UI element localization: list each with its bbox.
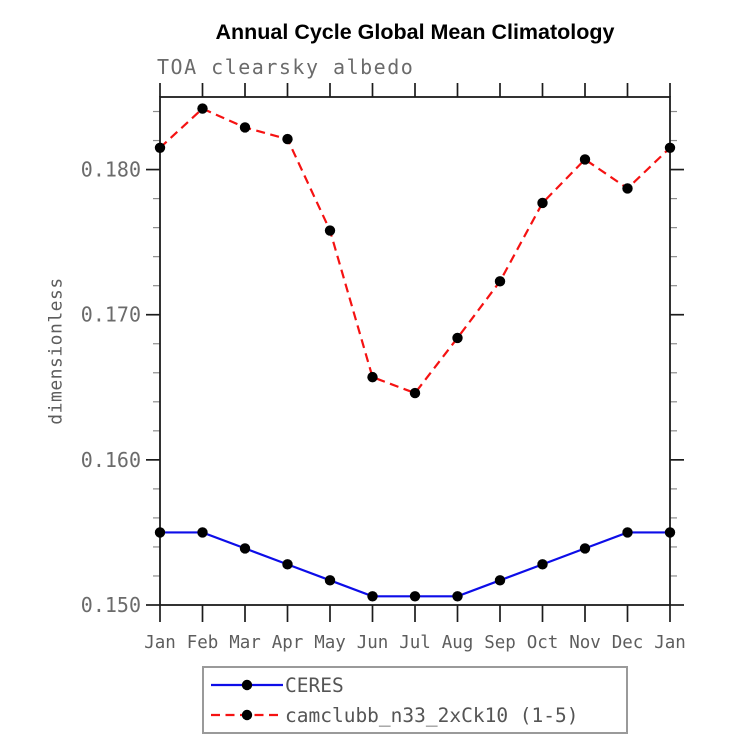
data-point-marker [282, 133, 293, 145]
data-point-marker [579, 543, 591, 554]
data-point-marker [494, 575, 506, 586]
x-tick-label: Jul [399, 633, 431, 653]
data-point-marker [324, 575, 336, 586]
data-point-marker [664, 142, 676, 153]
legend-swatch-ceres [211, 679, 283, 691]
data-point-marker [154, 527, 166, 538]
data-point-marker [324, 225, 336, 236]
x-tick-label: Apr [272, 633, 304, 653]
series-line-model [159, 107, 671, 395]
y-tick-label: 0.170 [81, 303, 141, 327]
data-point-marker [197, 527, 208, 538]
data-point-marker [622, 183, 633, 194]
x-tick-label: May [314, 633, 346, 653]
legend-item: camclubb_n33_2xCk10 (1-5) [209, 702, 626, 728]
data-point-marker [622, 527, 633, 538]
legend-label: CERES [285, 673, 344, 697]
data-point-marker [409, 591, 421, 602]
legend-swatch-model [211, 709, 283, 721]
legend-item: CERES [209, 672, 626, 698]
data-point-marker [579, 154, 591, 165]
x-tick-label: Oct [527, 633, 559, 653]
x-tick-label: Aug [442, 633, 474, 653]
data-point-marker [537, 197, 548, 209]
legend-marker-dot [241, 679, 253, 691]
x-tick-label: Sep [484, 633, 516, 653]
data-point-marker [452, 591, 463, 602]
data-point-marker [154, 142, 166, 153]
plot-frame [159, 96, 671, 606]
chart-title: Annual Cycle Global Mean Climatology [215, 20, 615, 44]
data-point-marker [367, 591, 378, 602]
x-tick-label: Jan [654, 633, 686, 653]
data-point-marker [537, 559, 548, 570]
legend: CERES camclubb_n33_2xCk10 (1-5) [202, 666, 628, 734]
data-point-marker [282, 559, 293, 570]
x-tick-label: Jan [144, 633, 176, 653]
y-tick-label: 0.180 [81, 158, 141, 182]
data-point-marker [452, 332, 463, 344]
series-line-ceres [160, 531, 670, 598]
x-tick-label: Feb [187, 633, 219, 653]
x-tick-label: Mar [229, 633, 261, 653]
data-point-marker [409, 387, 421, 399]
x-tick-label: Dec [612, 633, 644, 653]
data-point-marker [367, 371, 378, 383]
data-point-marker [494, 276, 506, 287]
y-tick-label: 0.150 [81, 593, 141, 617]
data-point-marker [239, 543, 251, 554]
x-tick-label: Nov [569, 633, 601, 653]
legend-marker-dot [241, 709, 253, 721]
chart-subtitle: TOA clearsky albedo [157, 55, 415, 79]
data-point-marker [664, 527, 676, 538]
y-tick-label: 0.160 [81, 448, 141, 472]
x-tick-label: Jun [357, 633, 389, 653]
data-point-marker [197, 103, 208, 114]
data-point-marker [239, 122, 251, 133]
legend-label: camclubb_n33_2xCk10 (1-5) [285, 703, 579, 727]
